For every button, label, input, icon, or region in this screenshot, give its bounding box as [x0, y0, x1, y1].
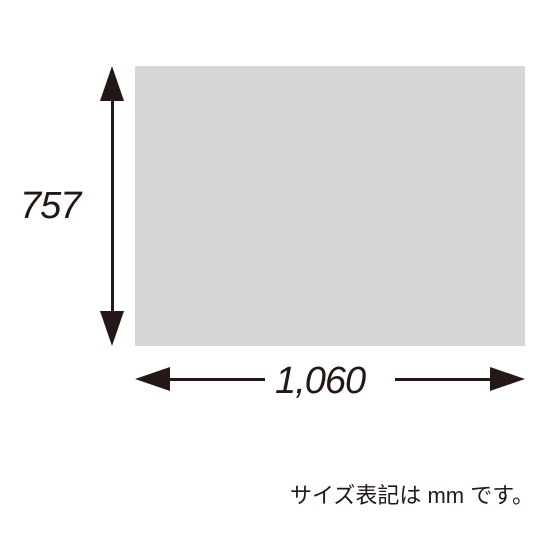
- height-arrowhead-top: [100, 66, 124, 101]
- height-label: 757: [20, 185, 80, 228]
- dimension-diagram: 757 1,060 サイズ表記は mm です。: [0, 0, 560, 560]
- width-arrowhead-left: [135, 367, 170, 391]
- height-arrow-shaft: [111, 98, 114, 314]
- unit-note: サイズ表記は mm です。: [290, 478, 534, 510]
- dimensioned-rectangle: [135, 66, 525, 346]
- height-arrowhead-bottom: [100, 311, 124, 346]
- width-label: 1,060: [275, 360, 365, 403]
- width-arrowhead-right: [490, 367, 525, 391]
